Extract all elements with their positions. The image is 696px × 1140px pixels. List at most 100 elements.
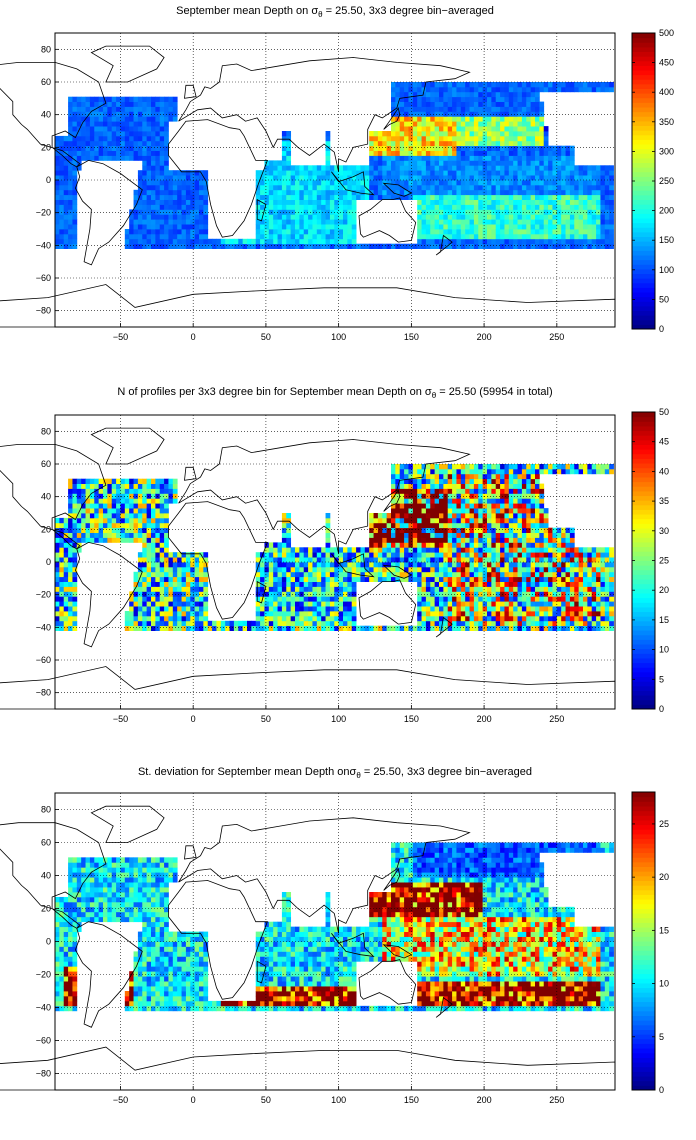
heatmap-cell [146,566,152,573]
heatmap-cell [439,513,444,519]
heatmap-cell [295,233,300,240]
heatmap-cell [290,566,296,573]
heatmap-cell [478,150,484,156]
heatmap-cell [146,537,152,543]
heatmap-cell [408,576,414,582]
heatmap-cell [347,601,353,607]
heatmap-cell [412,576,418,582]
heatmap-cell [447,170,453,176]
heatmap-cell [456,493,462,499]
heatmap-cell [539,175,545,181]
heatmap-cell [491,155,497,161]
heatmap-cell [338,591,344,597]
heatmap-cell [386,194,392,200]
heatmap-cell [72,620,78,627]
heatmap-cell [111,116,117,122]
heatmap-cell [417,522,422,529]
heatmap-cell [295,214,300,220]
heatmap-cell [456,552,462,558]
heatmap-cell [295,571,300,578]
heatmap-cell [495,126,501,132]
heatmap-cell [124,140,130,147]
heatmap-cell [513,121,518,127]
heatmap-cell [574,82,580,88]
heatmap-cell [286,542,292,548]
heatmap-cell [495,552,501,558]
heatmap-cell [168,233,174,240]
heatmap-cell [425,82,431,88]
heatmap-cell [391,478,396,484]
heatmap-cell [478,532,484,538]
heatmap-cell [68,562,73,568]
heatmap-cell [168,625,174,631]
heatmap-cell [504,596,510,602]
heatmap-cell [168,611,174,617]
heatmap-cell [465,165,470,171]
heatmap-cell [142,532,148,538]
heatmap-cell [55,527,60,533]
heatmap-cell [460,620,466,627]
heatmap-cell [155,106,161,112]
heatmap-cell [190,601,196,607]
heatmap-cell [447,513,453,519]
heatmap-cell [334,219,340,225]
heatmap-cell [504,478,510,484]
heatmap-cell [569,155,575,161]
heatmap-cell [556,199,562,205]
heatmap-cell [299,606,305,612]
heatmap-cell [604,214,610,220]
heatmap-cell [460,581,466,587]
heatmap-cell [561,199,566,205]
heatmap-cell [233,625,239,631]
heatmap-cell [439,82,444,88]
heatmap-cell [255,233,261,240]
heatmap-cell [482,233,488,240]
heatmap-cell [137,537,143,543]
heatmap-cell [412,170,418,176]
heatmap-cell [500,576,505,582]
heatmap-cell [404,126,409,132]
heatmap-cell [347,581,353,587]
heatmap-cell [199,199,204,205]
heatmap-cell [482,468,488,475]
heatmap-cell [76,116,82,122]
heatmap-cell [386,571,392,578]
heatmap-cell [72,615,78,622]
heatmap-cell [408,547,414,553]
heatmap-cell [268,625,274,631]
heatmap-cell [312,571,318,578]
heatmap-cell [552,233,558,240]
heatmap-cell [478,116,484,122]
heatmap-cell [452,615,457,622]
heatmap-cell [391,165,396,171]
heatmap-cell [129,224,134,230]
heatmap-cell [460,140,466,147]
heatmap-cell [277,170,283,176]
heatmap-cell [495,219,501,225]
heatmap-cell [460,96,466,102]
heatmap-cell [133,238,139,245]
heatmap-cell [487,233,492,240]
heatmap-cell [447,517,453,524]
heatmap-cell [465,155,470,161]
heatmap-cell [596,170,601,176]
heatmap-cell [151,508,156,514]
heatmap-cell [273,238,278,245]
heatmap-cell [382,194,388,200]
heatmap-cell [103,527,108,533]
heatmap-cell [508,224,514,230]
heatmap-cell [404,86,409,93]
heatmap-cell [399,547,405,553]
heatmap-cell [591,189,597,196]
heatmap-cell [72,224,78,230]
heatmap-cell [212,243,217,249]
heatmap-cell [164,184,169,191]
heatmap-cell [404,101,409,107]
heatmap-cell [452,581,457,587]
heatmap-cell [343,170,348,176]
heatmap-cell [98,145,104,151]
heatmap-cell [552,229,558,235]
heatmap-cell [443,106,449,112]
heatmap-cell [151,611,156,617]
heatmap-cell [473,517,479,524]
